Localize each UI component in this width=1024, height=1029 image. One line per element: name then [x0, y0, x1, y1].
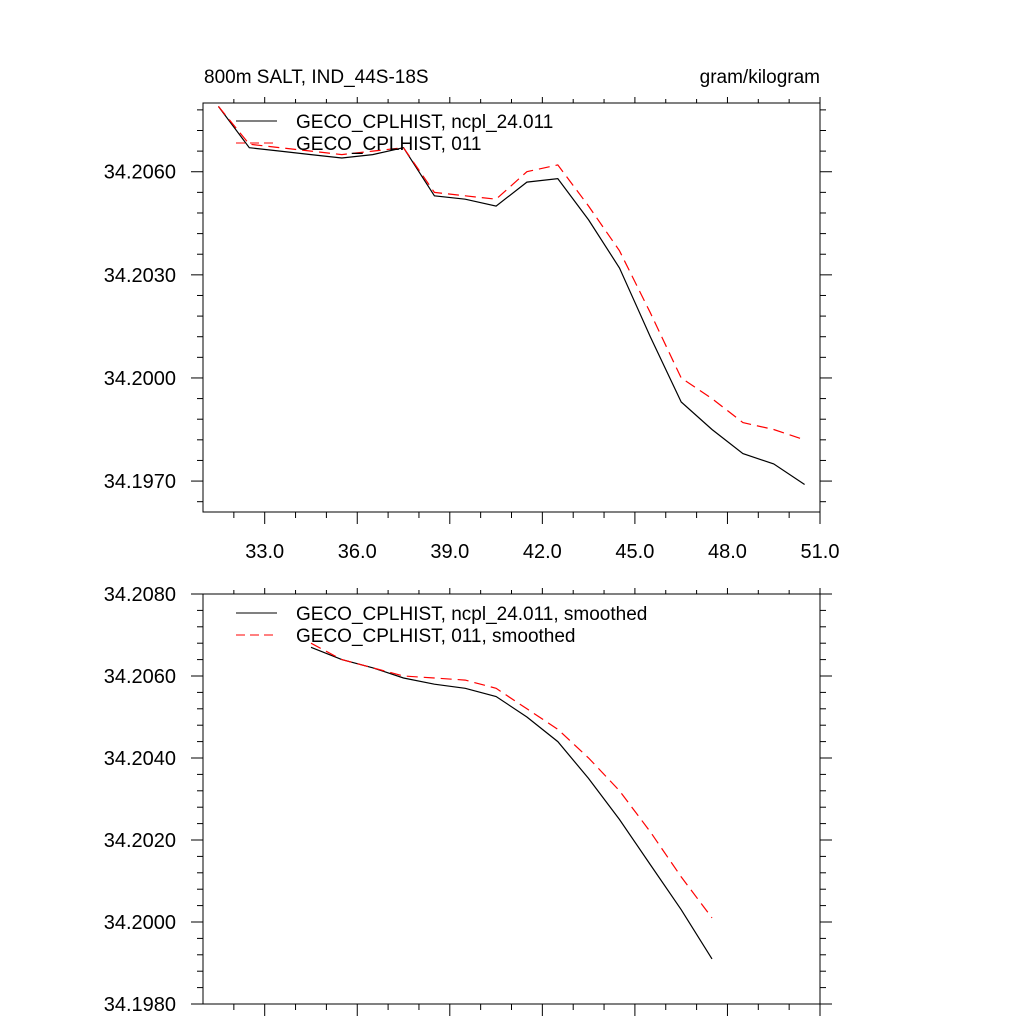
top-axis-ticks	[191, 97, 832, 524]
top-title-left: 800m SALT, IND_44S-18S	[204, 67, 429, 88]
bottom-y-tick-label: 34.2000	[104, 912, 176, 934]
bottom-y-tick-label: 34.2040	[104, 748, 176, 770]
top-y-tick-labels: 34.1970 34.2000 34.2030 34.2060	[104, 162, 176, 493]
top-y-tick-label: 34.2060	[104, 162, 176, 184]
top-x-tick-label: 42.0	[523, 541, 562, 563]
top-y-tick-label: 34.2000	[104, 368, 176, 390]
top-plot-frame	[202, 102, 821, 513]
top-y-tick-label: 34.1970	[104, 471, 176, 493]
top-legend-label-0: GECO_CPLHIST, ncpl_24.011	[296, 112, 553, 133]
top-x-tick-label: 51.0	[801, 541, 840, 563]
bottom-series-line-0	[310, 646, 713, 960]
bottom-y-tick-label: 34.2060	[104, 666, 176, 688]
bottom-legend-label-0: GECO_CPLHIST, ncpl_24.011, smoothed	[296, 604, 647, 625]
top-series-lines	[217, 106, 805, 485]
bottom-axis-ticks	[191, 588, 832, 1016]
top-x-tick-labels: 33.0 36.0 39.0 42.0 45.0 48.0 51.0	[245, 541, 839, 563]
top-title-right: gram/kilogram	[700, 67, 820, 88]
top-x-tick-label: 48.0	[708, 541, 747, 563]
bottom-y-tick-label: 34.2080	[104, 584, 176, 606]
top-x-tick-label: 33.0	[245, 541, 284, 563]
bottom-y-tick-labels: 34.1980 34.2000 34.2020 34.2040 34.2060 34.20…	[104, 584, 176, 1016]
top-legend: GECO_CPLHIST, ncpl_24.011 GECO_CPLHIST, …	[236, 112, 553, 155]
bottom-series-lines	[310, 642, 713, 960]
bottom-panel: 34.1980 34.2000 34.2020 34.2040 34.2060 34.20…	[104, 584, 832, 1016]
bottom-y-tick-label: 34.2020	[104, 830, 176, 852]
top-x-tick-label: 39.0	[430, 541, 469, 563]
bottom-y-tick-label: 34.1980	[104, 994, 176, 1016]
top-panel: 800m SALT, IND_44S-18S gram/kilogram 33.…	[104, 67, 840, 563]
bottom-series-line-1	[310, 642, 713, 919]
top-x-tick-label: 36.0	[338, 541, 377, 563]
top-legend-label-1: GECO_CPLHIST, 011	[296, 134, 482, 155]
bottom-legend: GECO_CPLHIST, ncpl_24.011, smoothed GECO…	[236, 604, 647, 647]
top-y-tick-label: 34.2030	[104, 265, 176, 287]
top-x-tick-label: 45.0	[615, 541, 654, 563]
top-series-line-0	[217, 106, 805, 485]
bottom-plot-frame	[202, 593, 821, 1005]
top-series-line-1	[217, 106, 805, 441]
bottom-legend-label-1: GECO_CPLHIST, 011, smoothed	[296, 626, 576, 647]
